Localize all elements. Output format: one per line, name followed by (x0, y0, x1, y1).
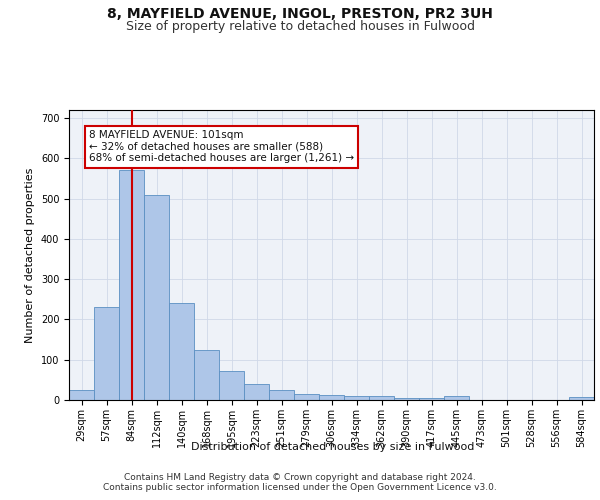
Bar (269, 390, 294, 400)
Bar (169, 304, 194, 400)
Text: 8, MAYFIELD AVENUE, INGOL, PRESTON, PR2 3UH: 8, MAYFIELD AVENUE, INGOL, PRESTON, PR2 … (107, 8, 493, 22)
Bar (94, 308, 119, 400)
Bar (144, 194, 169, 400)
Bar (119, 170, 144, 400)
Bar (419, 398, 444, 400)
Bar (344, 396, 369, 400)
Bar (219, 371, 244, 400)
Text: Size of property relative to detached houses in Fulwood: Size of property relative to detached ho… (125, 20, 475, 33)
Bar (294, 394, 319, 400)
Text: Distribution of detached houses by size in Fulwood: Distribution of detached houses by size … (191, 442, 475, 452)
Bar (194, 350, 219, 400)
Bar (319, 395, 344, 400)
Text: Contains public sector information licensed under the Open Government Licence v3: Contains public sector information licen… (103, 482, 497, 492)
Bar (69, 390, 94, 400)
Bar (244, 384, 269, 400)
Bar (569, 397, 594, 400)
Bar (369, 396, 394, 400)
Y-axis label: Number of detached properties: Number of detached properties (25, 168, 35, 342)
Text: Contains HM Land Registry data © Crown copyright and database right 2024.: Contains HM Land Registry data © Crown c… (124, 472, 476, 482)
Text: 8 MAYFIELD AVENUE: 101sqm
← 32% of detached houses are smaller (588)
68% of semi: 8 MAYFIELD AVENUE: 101sqm ← 32% of detac… (89, 130, 354, 164)
Bar (394, 398, 419, 400)
Bar (444, 396, 469, 400)
